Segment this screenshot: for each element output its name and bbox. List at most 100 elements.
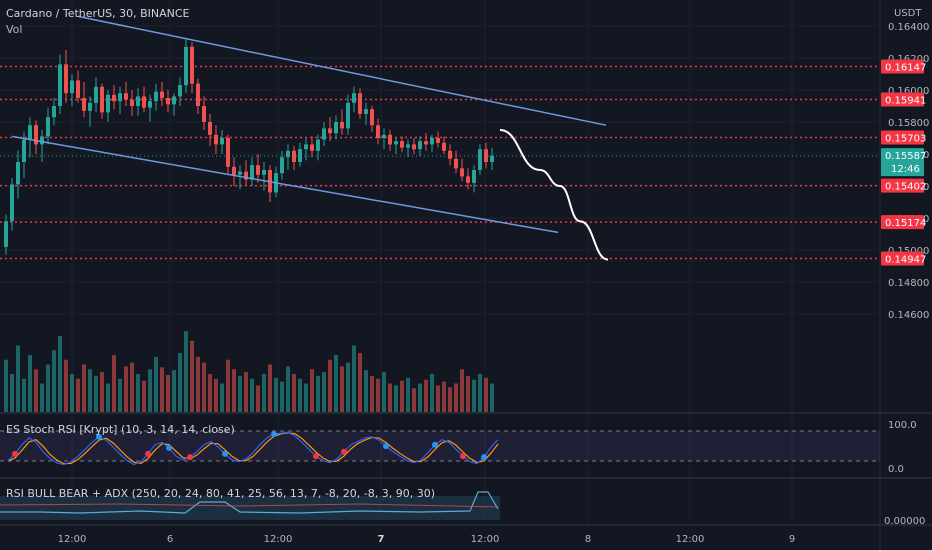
candle-body: [364, 109, 368, 114]
stoch-rsi-label[interactable]: ES Stoch RSI [Krypt] (10, 3, 14, 14, clo…: [6, 423, 235, 436]
volume-bar: [370, 375, 374, 412]
candle-body: [418, 141, 422, 150]
volume-bar: [340, 366, 344, 412]
volume-bar: [352, 345, 356, 412]
candle-body: [4, 221, 8, 247]
candle-body: [220, 138, 224, 145]
level-tag-label: 0.16147: [885, 62, 926, 73]
price-tick-label: 0.14600: [888, 310, 929, 321]
volume-bar: [256, 385, 260, 412]
level-tag-label: 0.15174: [885, 218, 926, 229]
level-lines: [0, 65, 880, 260]
candle-body: [490, 155, 494, 162]
volume-bar: [4, 359, 8, 412]
candle-body: [334, 122, 338, 134]
candle-body: [424, 141, 428, 145]
candle-body: [124, 93, 128, 100]
volume-bar: [70, 374, 74, 412]
candle-body: [28, 125, 32, 140]
candle-body: [400, 141, 404, 148]
stoch-signal-dot: [341, 448, 347, 455]
volume-bar: [304, 383, 308, 412]
candle-body: [196, 83, 200, 106]
volume-bar: [406, 377, 410, 412]
volume-bar: [382, 372, 386, 412]
volume-bar: [478, 374, 482, 412]
volume-bar: [436, 385, 440, 412]
current-price-label: 0.15587: [885, 151, 926, 162]
stoch-signal-dot: [96, 433, 102, 440]
volume-bar: [472, 379, 476, 412]
candle-body: [214, 134, 218, 145]
volume-bar: [196, 356, 200, 412]
volume-bar: [190, 340, 194, 412]
candle-body: [178, 85, 182, 97]
rsi-adx-label[interactable]: RSI BULL BEAR + ADX (250, 20, 24, 80, 41…: [6, 487, 436, 500]
stoch-signal-dot: [383, 443, 389, 450]
candle-body: [292, 150, 296, 162]
price-tick-label: 0.16400: [888, 22, 929, 33]
rsi-line: [0, 503, 499, 508]
volume-bar: [244, 372, 248, 412]
stoch-signal-dot: [460, 453, 466, 460]
candle-body: [88, 102, 92, 111]
candle-body: [406, 144, 410, 148]
volume-bars: [4, 331, 494, 412]
candle-body: [460, 168, 464, 177]
candle-body: [64, 64, 68, 94]
symbol-title[interactable]: Cardano / TetherUS, 30, BINANCE: [6, 7, 190, 20]
candle-body: [454, 158, 458, 169]
volume-bar: [364, 370, 368, 412]
volume-bar: [130, 362, 134, 412]
volume-bar: [124, 366, 128, 412]
candle-body: [82, 98, 86, 111]
volume-bar: [316, 375, 320, 412]
volume-bar: [82, 364, 86, 412]
volume-bar: [184, 331, 188, 412]
candle-body: [358, 93, 362, 114]
level-tag-label: 0.15703: [885, 134, 926, 145]
price-tick-label: 0.15800: [888, 118, 929, 129]
volume-bar: [94, 375, 98, 412]
volume-bar: [484, 377, 488, 412]
candle-body: [448, 150, 452, 159]
currency-label: USDT: [894, 8, 922, 19]
stoch-signal-dot: [432, 441, 438, 448]
volume-bar: [280, 381, 284, 412]
candle-body: [22, 139, 26, 162]
candle-body: [112, 94, 116, 102]
candle-body: [370, 109, 374, 126]
level-tag: [881, 130, 924, 145]
volume-bar: [412, 388, 416, 412]
volume-bar: [64, 359, 68, 412]
volume-bar: [418, 383, 422, 412]
volume-bar: [22, 378, 26, 412]
volume-bar: [346, 362, 350, 412]
drawings[interactable]: [11, 15, 609, 261]
volume-bar: [136, 374, 140, 412]
volume-bar: [160, 367, 164, 412]
volume-bar: [286, 366, 290, 412]
volume-bar: [388, 383, 392, 412]
volume-bar: [448, 387, 452, 412]
volume-label[interactable]: Vol: [6, 23, 23, 36]
candle-body: [190, 46, 194, 84]
stoch-signal-dot: [271, 431, 277, 438]
volume-bar: [232, 369, 236, 412]
volume-bar: [430, 374, 434, 412]
candle-body: [58, 64, 62, 106]
volume-bar: [154, 356, 158, 412]
stoch-k-line: [7, 431, 499, 466]
candle-body: [466, 176, 470, 183]
trendline-lower: [11, 135, 559, 234]
candle-body: [40, 136, 44, 145]
candle-body: [310, 144, 314, 151]
volume-bar: [34, 369, 38, 412]
volume-bar: [208, 374, 212, 412]
candle-body: [430, 138, 434, 145]
stoch-tick-label: 0.0: [888, 464, 904, 475]
candle-body: [352, 93, 356, 103]
time-tick-label: 12:00: [471, 534, 500, 545]
volume-bar: [334, 355, 338, 412]
